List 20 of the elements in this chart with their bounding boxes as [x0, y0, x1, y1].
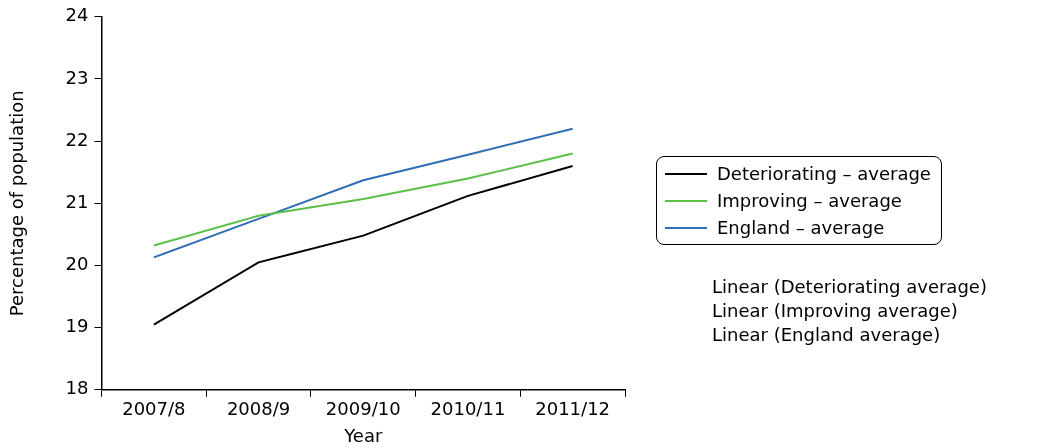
legend-label: England – average — [717, 217, 885, 238]
text: Linear (Deteriorating average) — [712, 275, 987, 299]
y-tick-label: 19 — [65, 315, 89, 337]
x-axis-title: Year — [343, 424, 383, 446]
y-tick-label: 22 — [65, 128, 89, 150]
y-tick-label: 21 — [65, 190, 89, 212]
y-tick-label: 20 — [65, 253, 89, 275]
x-tick-label: 2011/12 — [535, 398, 611, 420]
text: Linear (England average) — [712, 323, 942, 347]
x-tick-label: 2008/9 — [226, 398, 291, 420]
y-tick-label: 23 — [65, 66, 89, 88]
y-axis-title: Percentage of population — [6, 90, 28, 317]
y-tick-label: 18 — [65, 377, 89, 399]
x-tick-label: 2010/11 — [430, 398, 506, 420]
x-tick-label: 2009/10 — [325, 398, 401, 420]
text: Linear (Improving average) — [712, 299, 959, 323]
y-tick-label: 24 — [65, 4, 89, 26]
legend-label: Deteriorating – average — [717, 163, 931, 184]
legend-label: Improving – average — [717, 190, 902, 211]
x-tick-label: 2007/8 — [122, 398, 186, 420]
